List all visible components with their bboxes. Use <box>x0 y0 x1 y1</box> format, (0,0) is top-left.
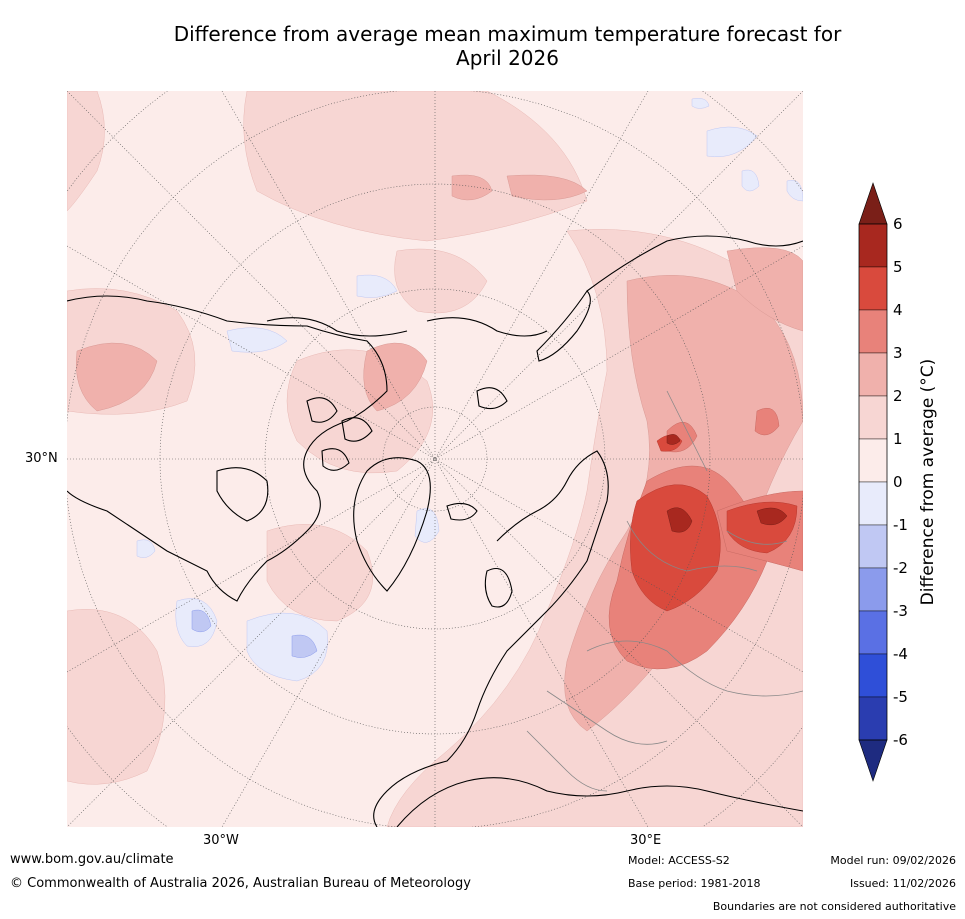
colorbar-frame <box>858 223 888 741</box>
colorbar-tick-label: 6 <box>893 215 903 233</box>
coastlines <box>67 235 803 827</box>
colorbar-segment <box>858 481 888 526</box>
lon-label-30w: 30°W <box>203 833 239 848</box>
anomaly-neg2-regions <box>191 609 318 658</box>
colorbar-segment <box>858 653 888 698</box>
polar-map <box>67 91 803 827</box>
colorbar-tick-label: -6 <box>893 731 908 749</box>
colorbar-segment <box>858 610 888 655</box>
colorbar-tick-label: 1 <box>893 430 903 448</box>
colorbar-tick-label: -3 <box>893 602 908 620</box>
colorbar-segment <box>858 309 888 354</box>
colorbar-tick-label: 3 <box>893 344 903 362</box>
colorbar-over-triangle <box>858 182 888 225</box>
footer-model-run: Model run: 09/02/2026 <box>830 854 956 867</box>
colorbar <box>858 182 888 782</box>
colorbar-tick-label: -1 <box>893 516 908 534</box>
colorbar-title: Difference from average (°C) <box>918 358 938 606</box>
title-line-1: Difference from average mean maximum tem… <box>173 22 842 46</box>
footer-base-period: Base period: 1981-2018 <box>628 877 761 890</box>
footer-issued: Issued: 11/02/2026 <box>849 877 956 890</box>
colorbar-tick-label: 5 <box>893 258 903 276</box>
anomaly-neg-regions <box>136 98 803 682</box>
country-borders <box>526 390 803 792</box>
graticule <box>67 91 803 827</box>
colorbar-tick-label: 0 <box>893 473 903 491</box>
footer-url[interactable]: www.bom.gov.au/climate <box>10 852 174 867</box>
colorbar-segment <box>858 352 888 397</box>
lat-label-30n: 30°N <box>25 451 58 466</box>
colorbar-segment <box>858 223 888 268</box>
colorbar-under-triangle <box>858 739 888 782</box>
colorbar-segment <box>858 524 888 569</box>
footer-copyright: © Commonwealth of Australia 2026, Austra… <box>10 876 471 891</box>
map-svg <box>67 91 803 827</box>
lon-label-30e: 30°E <box>630 833 662 848</box>
colorbar-segment <box>858 266 888 311</box>
colorbar-tick-label: -2 <box>893 559 908 577</box>
colorbar-svg <box>858 182 888 782</box>
title-line-2: April 2026 <box>456 46 559 70</box>
colorbar-segment <box>858 696 888 741</box>
colorbar-segment <box>858 567 888 612</box>
footer-model: Model: ACCESS-S2 <box>628 854 730 867</box>
colorbar-tick-label: -5 <box>893 688 908 706</box>
colorbar-tick-label: 2 <box>893 387 903 405</box>
colorbar-segment <box>858 438 888 483</box>
chart-title: Difference from average mean maximum tem… <box>60 22 955 70</box>
anomaly-5-6-regions <box>666 434 788 533</box>
footer-disclaimer: Boundaries are not considered authoritat… <box>712 900 956 913</box>
colorbar-tick-label: -4 <box>893 645 908 663</box>
colorbar-segment <box>858 395 888 440</box>
colorbar-segments <box>858 223 888 741</box>
colorbar-tick-label: 4 <box>893 301 903 319</box>
